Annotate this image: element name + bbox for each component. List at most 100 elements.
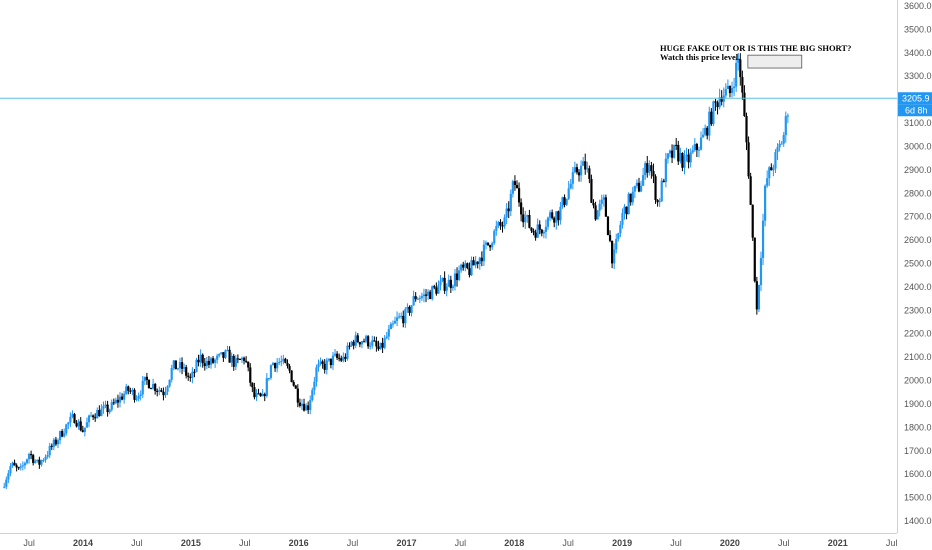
candle-up <box>445 286 448 291</box>
candle-up <box>579 165 583 176</box>
candle-up <box>757 285 761 310</box>
candle-down <box>677 144 680 162</box>
candle-up <box>9 466 12 474</box>
candle-down <box>249 367 252 383</box>
candle-up <box>571 172 574 184</box>
candle-down <box>251 382 254 388</box>
candle-up <box>493 230 496 244</box>
candle-down <box>435 287 438 294</box>
annotation-subtitle: Watch this price level. <box>660 52 740 62</box>
candle-up <box>697 149 701 151</box>
candle-down <box>340 358 343 361</box>
candle-up <box>114 399 117 404</box>
candle-down <box>538 224 541 230</box>
candle-down <box>257 393 260 395</box>
candle-down <box>592 202 595 206</box>
candle-up <box>220 352 223 354</box>
candle-down <box>443 277 446 291</box>
candle-up <box>644 163 647 176</box>
candle-up <box>218 353 221 356</box>
candle-down <box>414 296 417 300</box>
annotation-box[interactable] <box>747 54 803 69</box>
candle-down <box>338 357 341 359</box>
candle-down <box>201 354 204 364</box>
candle-up <box>58 431 62 441</box>
candle-up <box>544 226 548 232</box>
candle-up <box>400 315 403 317</box>
candle-up <box>786 115 789 117</box>
candle-up <box>660 180 663 202</box>
candle-up <box>586 168 589 170</box>
candle-down <box>54 439 58 445</box>
candle-up <box>164 391 167 396</box>
candle-up <box>391 323 395 325</box>
candle-up <box>354 335 357 346</box>
candle-up <box>668 150 672 154</box>
candle-down <box>367 336 370 347</box>
y-tick-label: 2200.0 <box>904 329 932 339</box>
candle-down <box>30 454 33 456</box>
candle-up <box>309 400 312 411</box>
candle-down <box>50 445 53 447</box>
candle-up <box>666 153 670 159</box>
candle-up <box>131 389 134 392</box>
candle-up <box>619 224 622 234</box>
candle-down <box>575 167 579 173</box>
candle-up <box>718 97 721 108</box>
candle-up <box>346 345 349 359</box>
candle-up <box>478 257 481 265</box>
candle-up <box>398 316 401 318</box>
candle-up <box>776 147 779 153</box>
candle-up <box>240 357 244 360</box>
candle-down <box>749 176 752 205</box>
candle-up <box>226 349 229 351</box>
candle-down <box>429 291 432 300</box>
candle-down <box>377 346 380 350</box>
candle-up <box>648 165 651 173</box>
candle-up <box>102 405 105 409</box>
x-tick-label: Jul <box>778 538 790 548</box>
candle-down <box>480 257 483 262</box>
candle-up <box>280 361 283 363</box>
y-tick-label: 1800.0 <box>904 422 932 432</box>
candle-down <box>751 204 754 238</box>
candle-down <box>106 404 109 413</box>
candle-down <box>290 370 293 382</box>
time-axis[interactable]: Jul 2014 Jul 2015 Jul 2016 Jul 2017 Jul 2018 Jul 20… <box>23 538 897 548</box>
candle-down <box>197 359 200 363</box>
candle-up <box>387 329 390 337</box>
candle-down <box>646 163 649 173</box>
candle-up <box>673 144 676 158</box>
x-tick-label: 2016 <box>289 538 309 548</box>
candle-up <box>143 376 146 381</box>
candle-down <box>373 340 376 342</box>
candle-up <box>491 243 494 248</box>
candle-up <box>685 154 688 156</box>
candle-down <box>344 356 347 359</box>
candle-down <box>32 455 35 463</box>
candle-up <box>304 405 308 411</box>
candle-up <box>282 358 285 362</box>
candle-up <box>439 281 442 286</box>
x-tick-label: 2017 <box>396 538 416 548</box>
candle-up <box>505 208 508 218</box>
candle-up <box>524 217 527 223</box>
candle-down <box>637 182 641 192</box>
candle-down <box>302 403 306 411</box>
candle-down <box>189 376 192 378</box>
candle-down <box>739 59 742 78</box>
candle-up <box>458 270 461 280</box>
candle-up <box>48 445 51 456</box>
candle-down <box>476 261 479 265</box>
candle-down <box>466 263 469 269</box>
y-tick-label: 3000.0 <box>904 141 932 151</box>
candle-up <box>44 456 47 460</box>
annotation-title: HUGE FAKE OUT OR IS THIS THE BIG SHORT? <box>660 43 851 53</box>
candle-up <box>27 454 31 460</box>
candle-up <box>137 396 140 400</box>
candle-up <box>573 167 576 173</box>
candle-up <box>453 273 457 287</box>
price-axis[interactable]: 3600.03500.03400.03300.03200.03100.03000… <box>904 1 932 526</box>
candle-down <box>745 116 748 143</box>
